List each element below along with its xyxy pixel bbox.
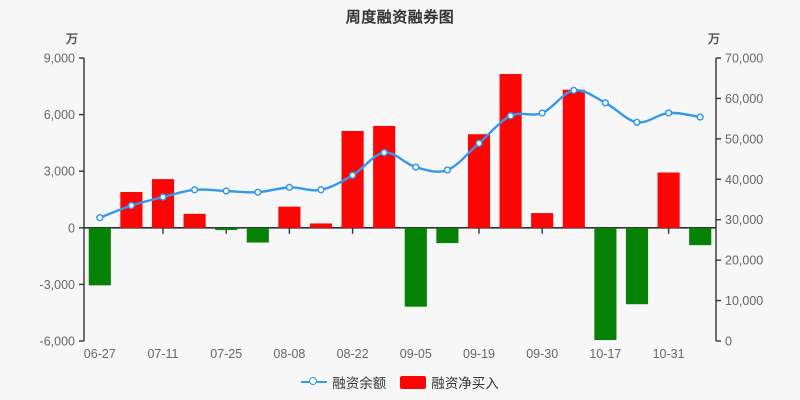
svg-text:06-27: 06-27 [84,347,116,361]
line-marker-09-30 [538,109,546,117]
line-marker-07-25 [222,187,230,195]
line-marker-06-27 [96,214,104,222]
line-marker-08-08 [285,183,294,192]
bar-07-25 [215,227,238,231]
bar-09-19 [467,134,491,228]
line-circle-icon [301,376,328,388]
line-marker-10-17 [601,99,610,107]
line-marker-09-12 [443,166,452,174]
square-icon [400,375,427,389]
svg-text:0: 0 [725,335,732,349]
svg-text:08-22: 08-22 [337,347,369,361]
bar-11-07 [689,227,712,246]
chart-legend: 融资余额 融资净买入 [0,372,800,392]
bar-09-26 [499,74,522,228]
line-path-balance [98,88,702,219]
svg-text:60,000: 60,000 [725,92,763,106]
x-axis: 06-27 07-11 07-25 08-08 08-22 09-05 09-19 09-30… [84,227,716,361]
bar-06-27 [88,227,111,286]
svg-text:9,000: 9,000 [44,52,75,66]
bar-10-24 [625,227,649,305]
left-axis-unit-label: 万 [66,32,79,46]
bar-07-18 [183,213,206,228]
legend-label-balance: 融资余额 [332,376,387,391]
bar-10-17 [594,227,617,341]
svg-text:20,000: 20,000 [725,254,763,268]
bar-08-29 [373,125,396,228]
line-marker-08-15 [317,186,325,194]
line-marker-09-19 [475,139,483,147]
svg-text:09-30: 09-30 [526,347,558,361]
line-markers [96,86,704,222]
line-marker-08-01 [254,188,262,196]
bar-series-融资净买入 [88,74,712,341]
chart-title: 周度融资融券图 [345,9,455,26]
line-marker-07-11 [159,193,167,201]
svg-text:10,000: 10,000 [725,294,763,308]
svg-text:6,000: 6,000 [44,108,75,122]
line-marker-09-26 [506,112,515,120]
bar-08-22 [341,131,364,228]
line-marker-10-24 [633,118,641,126]
svg-text:09-19: 09-19 [463,347,495,361]
svg-text:-6,000: -6,000 [40,335,75,349]
svg-text:70,000: 70,000 [725,52,763,66]
bar-09-30 [531,213,554,228]
line-marker-07-18 [190,186,199,194]
svg-text:10-17: 10-17 [589,347,621,361]
svg-text:3,000: 3,000 [44,165,75,179]
svg-text:50,000: 50,000 [725,132,763,146]
line-marker-09-05 [412,163,420,171]
right-axis: 70,000 60,000 50,000 40,000 30,000 20,000 10,0… [715,52,763,349]
svg-text:09-05: 09-05 [400,347,432,361]
left-axis: 9,000 6,000 3,000 0 -3,000 -6,000 [40,52,85,349]
line-marker-10-10 [570,86,578,94]
bar-09-12 [436,227,459,244]
line-marker-10-31 [664,109,673,117]
bar-09-05 [404,227,427,307]
bar-10-31 [657,172,680,228]
svg-text:40,000: 40,000 [725,173,763,187]
bar-10-10 [562,89,585,228]
line-marker-11-07 [696,113,704,121]
svg-text:10-31: 10-31 [653,347,685,361]
right-axis-unit-label: 万 [708,32,721,46]
svg-text:0: 0 [68,221,75,235]
line-marker-08-29 [380,148,388,157]
svg-text:07-11: 07-11 [147,347,178,361]
line-series-融资余额 [98,88,702,219]
bar-07-04 [120,191,143,228]
bar-07-11 [151,179,175,228]
line-marker-07-04 [127,201,136,210]
svg-text:-3,000: -3,000 [40,278,75,292]
bar-08-08 [278,206,301,228]
svg-text:08-08: 08-08 [273,347,305,361]
legend-item-net-buy[interactable]: 融资净买入 [400,372,499,392]
legend-label-net-buy: 融资净买入 [431,376,499,391]
svg-text:30,000: 30,000 [725,213,763,227]
bar-08-15 [309,223,333,228]
legend-item-balance[interactable]: 融资余额 [301,372,386,392]
bar-08-01 [246,227,269,243]
line-marker-08-22 [348,171,357,179]
svg-text:07-25: 07-25 [210,347,242,361]
